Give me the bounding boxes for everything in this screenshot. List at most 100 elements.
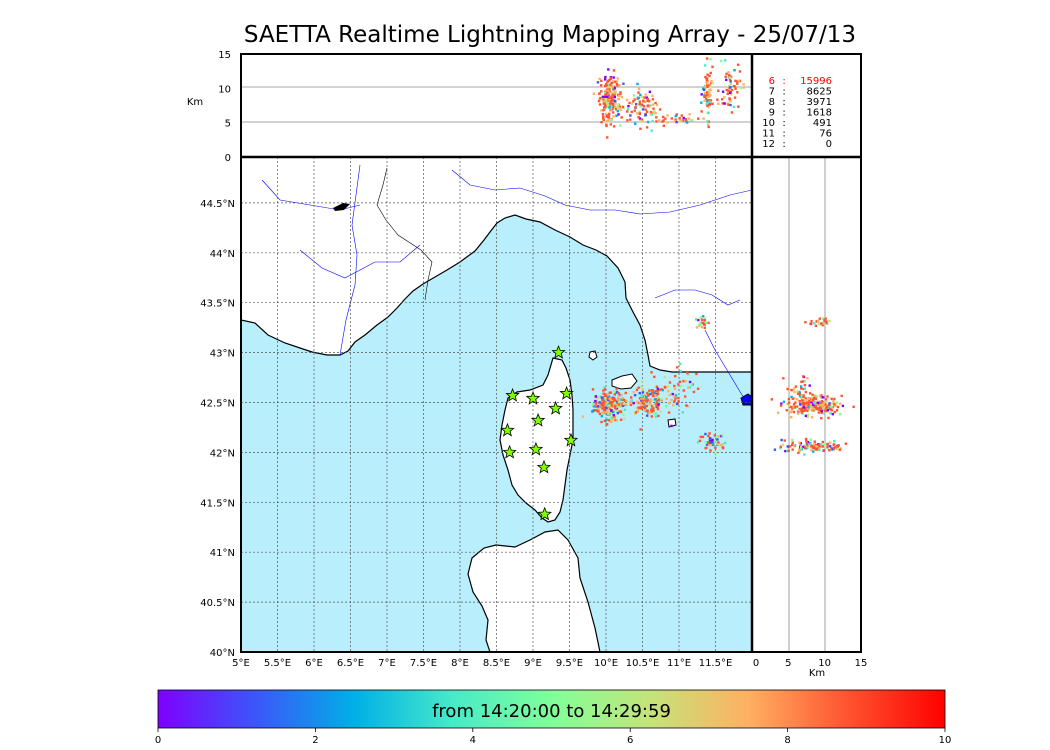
altitude-lat-source-point <box>825 320 828 323</box>
altitude-source-point <box>645 110 649 114</box>
altitude-lat-source-point <box>800 407 803 410</box>
plan-view-grid <box>241 157 752 652</box>
plan-source-point <box>632 391 635 394</box>
lake-geneva <box>333 203 350 211</box>
altitude-source-point <box>679 118 682 121</box>
altitude-source-point <box>601 117 605 120</box>
altitude-source-point <box>738 70 742 73</box>
plan-source-point <box>695 326 699 329</box>
station-star-icon <box>528 441 544 456</box>
plan-source-point <box>640 402 644 405</box>
altitude-source-point <box>649 110 653 114</box>
altitude-lat-source-point <box>824 409 827 413</box>
altitude-source-point <box>728 73 731 77</box>
altitude-source-point <box>709 88 712 91</box>
altitude-lat-source-point <box>814 394 817 397</box>
altitude-lat-source-point <box>789 411 793 414</box>
altitude-source-point <box>710 81 713 85</box>
plan-source-point <box>646 391 649 395</box>
altitude-lat-source-point <box>800 380 803 384</box>
altitude-lat-source-point <box>815 446 819 449</box>
altitude-lat-source-point <box>815 445 818 448</box>
altitude-lat-source-point <box>791 405 795 409</box>
plan-source-point <box>623 399 627 402</box>
altitude-source-point <box>614 80 617 83</box>
altitude-lat-source-point <box>818 401 822 404</box>
altitude-lat-source-point <box>841 404 845 408</box>
plan-source-point <box>703 318 706 322</box>
altitude-lat-source-point <box>812 405 815 408</box>
plan-source-point <box>644 393 647 397</box>
altitude-lat-source-point <box>810 449 813 452</box>
altitude-lat-source-point <box>812 443 816 446</box>
plan-source-point <box>648 402 652 405</box>
altitude-source-point <box>704 75 707 79</box>
altitude-lat-source-point <box>831 447 834 451</box>
plan-source-point <box>678 380 682 384</box>
altitude-lat-source-point <box>782 377 785 380</box>
plan-source-point <box>637 401 641 405</box>
altitude-source-point <box>707 95 710 98</box>
plan-source-point <box>672 395 676 398</box>
altitude-source-point <box>610 81 613 85</box>
altitude-lat-source-point <box>801 399 804 402</box>
altitude-lat-source-point <box>835 409 839 412</box>
altitude-lat-source-point <box>839 447 843 450</box>
plan-source-point <box>606 397 609 400</box>
plan-source-point <box>723 441 727 445</box>
altitude-source-point <box>640 95 643 99</box>
lon-altitude-ylabel: Km <box>187 97 203 108</box>
plan-source-point <box>711 441 714 444</box>
plan-source-point <box>676 366 679 369</box>
plan-source-point <box>624 391 627 395</box>
plan-source-point <box>701 435 705 439</box>
altitude-source-point <box>686 120 689 124</box>
altitude-source-point <box>611 111 615 114</box>
plan-source-point <box>677 383 680 386</box>
plan-source-point <box>697 318 700 322</box>
altitude-lat-source-point <box>790 395 793 399</box>
plan-source-point <box>630 399 634 402</box>
altitude-source-point <box>609 83 612 86</box>
plan-source-point <box>591 388 595 391</box>
altitude-lat-source-point <box>806 409 809 413</box>
station-star-icon <box>536 459 552 474</box>
altitude-lat-source-point <box>818 408 821 412</box>
altitude-lat-source-point <box>807 407 811 411</box>
plan-source-point <box>630 401 634 405</box>
altitude-source-point <box>728 97 731 100</box>
altitude-lat-source-point <box>802 394 805 397</box>
plan-source-point <box>641 394 645 397</box>
plan-source-point <box>621 404 625 408</box>
altitude-source-point <box>691 119 694 122</box>
altitude-lat-source-point <box>791 438 794 442</box>
plan-source-point <box>605 418 608 422</box>
altitude-lat-source-point <box>812 398 815 402</box>
plan-source-point <box>657 398 661 401</box>
altitude-lat-source-point <box>799 442 802 445</box>
altitude-source-point <box>651 111 655 115</box>
plan-source-point <box>699 316 702 319</box>
altitude-lat-source-point <box>819 406 823 410</box>
altitude-lat-source-point <box>821 407 824 410</box>
altitude-source-point <box>717 89 720 92</box>
plan-source-point <box>701 315 705 318</box>
altitude-source-point <box>736 91 739 94</box>
altitude-source-point <box>658 119 661 122</box>
france-italy-border <box>376 167 433 301</box>
altitude-lat-source-point <box>806 415 809 419</box>
plan-source-point <box>647 411 650 414</box>
altitude-lat-source-point <box>798 392 801 395</box>
plan-source-point <box>650 410 653 414</box>
altitude-lat-source-point <box>824 443 827 446</box>
stat-source-count: 3971 <box>807 97 832 108</box>
plan-source-point <box>601 401 604 405</box>
altitude-lat-source-point <box>779 446 782 450</box>
plan-source-point <box>604 400 608 404</box>
altitude-lat-source-point <box>798 402 802 406</box>
plan-source-point <box>603 419 607 423</box>
altitude-lat-source-point <box>806 444 809 447</box>
altitude-source-point <box>605 105 609 109</box>
altitude-lat-source-point <box>779 404 783 407</box>
altitude-lat-source-point <box>809 403 812 406</box>
